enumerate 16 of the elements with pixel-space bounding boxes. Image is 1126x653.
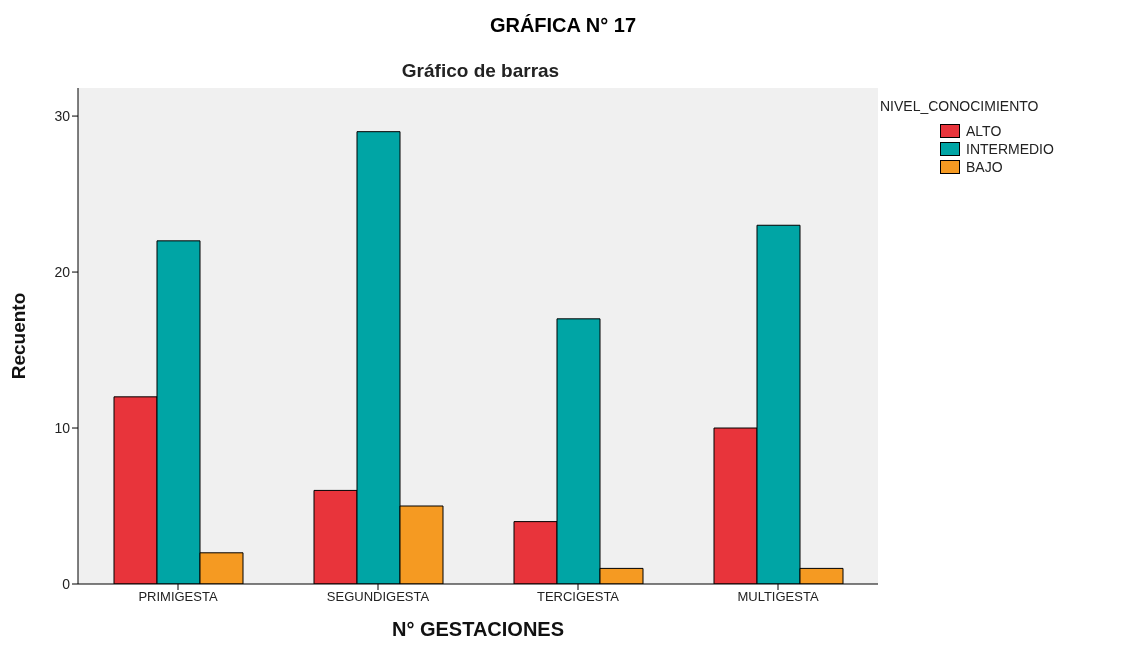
y-axis-title: Recuento <box>7 292 29 380</box>
x-tick-label: TERCIGESTA <box>536 589 620 605</box>
y-tick-label: 30 <box>54 108 71 125</box>
chart-subtitle: Gráfico de barras <box>400 60 561 82</box>
y-tick-label: 10 <box>54 420 71 436</box>
chart-title: GRÁFICA N° 17 <box>488 13 638 38</box>
x-tick-label: MULTIGESTA <box>737 589 819 605</box>
legend-label: ALTO <box>966 123 1002 139</box>
x-tick-label: PRIMIGESTA <box>138 589 218 605</box>
y-tick-label: 20 <box>54 264 71 281</box>
y-tick-label: 0 <box>62 575 71 592</box>
x-axis-title: N° GESTACIONES <box>391 618 565 640</box>
legend-title: NIVEL_CONOCIMIENTO <box>880 98 1040 114</box>
legend-label: INTERMEDIO <box>966 141 1054 157</box>
legend-label: BAJO <box>966 159 1003 175</box>
x-tick-label: SEGUNDIGESTA <box>326 589 430 605</box>
